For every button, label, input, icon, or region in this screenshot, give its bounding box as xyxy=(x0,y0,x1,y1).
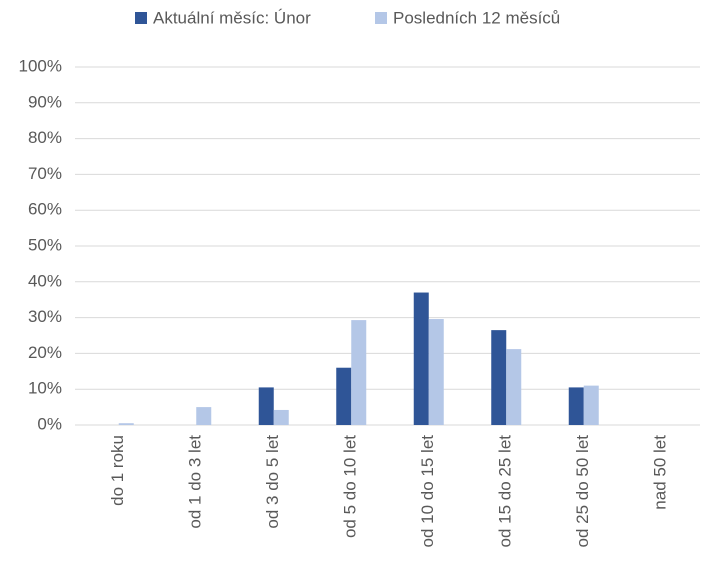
y-tick-label: 70% xyxy=(28,164,62,183)
bar xyxy=(336,367,352,425)
y-tick-label: 40% xyxy=(28,271,62,290)
bar xyxy=(568,387,584,425)
bar xyxy=(583,385,599,425)
bar xyxy=(491,330,507,425)
y-tick-label: 30% xyxy=(28,307,62,326)
bar xyxy=(506,349,522,425)
bar xyxy=(273,409,289,425)
x-tick-label: od 5 do 10 let xyxy=(341,435,360,538)
x-tick-label: od 1 do 3 let xyxy=(186,435,205,529)
bar xyxy=(428,319,444,425)
x-tick-label: od 25 do 50 let xyxy=(573,435,592,548)
legend-label: Aktuální měsíc: Únor xyxy=(153,8,311,27)
x-tick-label: od 3 do 5 let xyxy=(263,435,282,529)
bar xyxy=(118,423,134,425)
legend-swatch xyxy=(375,12,387,24)
y-tick-label: 100% xyxy=(19,56,62,75)
bar xyxy=(258,387,274,425)
y-tick-label: 60% xyxy=(28,200,62,219)
y-tick-label: 0% xyxy=(37,414,62,433)
x-tick-label: do 1 roku xyxy=(108,435,127,506)
y-tick-label: 20% xyxy=(28,343,62,362)
bar xyxy=(351,320,367,425)
y-tick-label: 50% xyxy=(28,235,62,254)
y-tick-label: 80% xyxy=(28,128,62,147)
bar xyxy=(413,292,429,425)
y-tick-label: 10% xyxy=(28,379,62,398)
bar xyxy=(196,407,212,425)
y-tick-label: 90% xyxy=(28,92,62,111)
x-tick-label: od 15 do 25 let xyxy=(496,435,515,548)
legend-swatch xyxy=(135,12,147,24)
x-tick-label: nad 50 let xyxy=(651,435,670,510)
legend-label: Posledních 12 měsíců xyxy=(393,8,560,27)
x-tick-label: od 10 do 15 let xyxy=(418,435,437,548)
